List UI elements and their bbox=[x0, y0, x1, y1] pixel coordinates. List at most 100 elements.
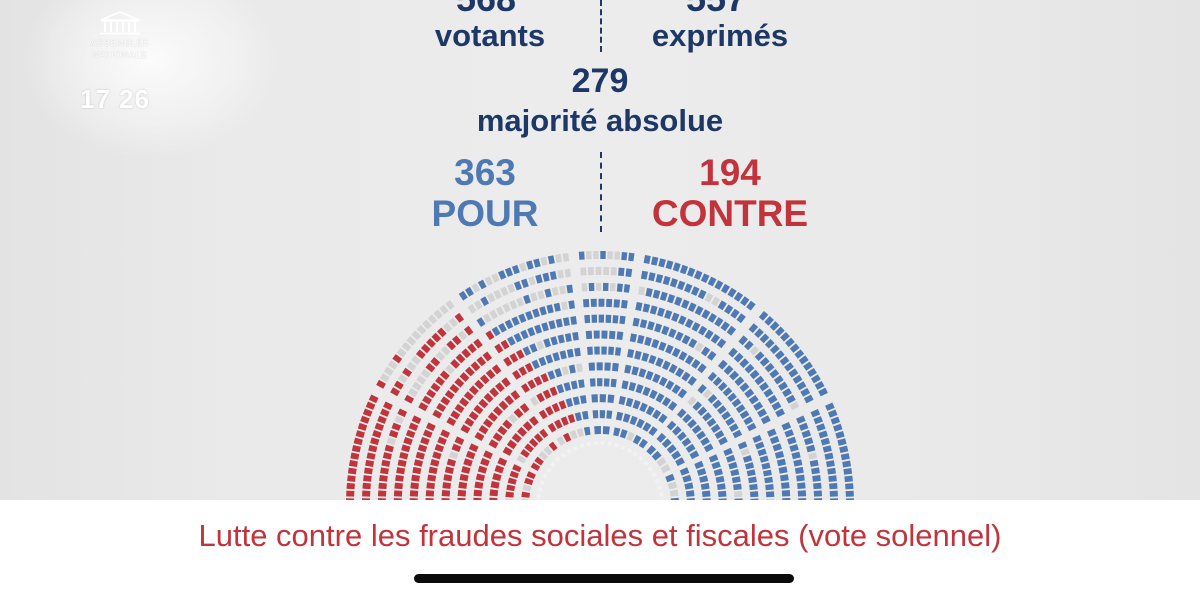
seat bbox=[700, 273, 710, 284]
seat bbox=[540, 373, 549, 383]
seat bbox=[676, 431, 687, 442]
seat bbox=[454, 312, 465, 323]
seat bbox=[401, 341, 412, 352]
seat bbox=[725, 454, 736, 463]
seat bbox=[773, 375, 784, 385]
seat bbox=[490, 481, 500, 489]
seat bbox=[791, 451, 801, 460]
exprimes-label: exprimés bbox=[651, 18, 789, 53]
seat bbox=[700, 482, 710, 490]
seat bbox=[474, 431, 485, 441]
seat bbox=[763, 388, 774, 398]
seat bbox=[640, 270, 649, 280]
seat bbox=[540, 256, 548, 266]
seat bbox=[637, 334, 645, 345]
seat bbox=[416, 325, 427, 335]
seat bbox=[748, 323, 759, 334]
clock: 17 26 bbox=[80, 84, 151, 114]
seat bbox=[545, 354, 554, 364]
seat bbox=[380, 408, 390, 417]
seat bbox=[483, 418, 493, 429]
seat bbox=[502, 302, 511, 313]
seat bbox=[439, 304, 449, 315]
seat bbox=[416, 375, 427, 385]
seat bbox=[727, 287, 737, 298]
seat bbox=[347, 475, 356, 482]
seat bbox=[766, 428, 777, 438]
seat bbox=[463, 458, 473, 467]
seat bbox=[583, 426, 591, 436]
seat bbox=[491, 273, 500, 283]
seat bbox=[662, 360, 671, 371]
seat bbox=[470, 361, 481, 372]
seat bbox=[748, 394, 759, 405]
seat bbox=[464, 286, 474, 297]
seat bbox=[459, 473, 469, 482]
seat bbox=[425, 362, 436, 373]
seat bbox=[454, 403, 465, 414]
seat bbox=[785, 337, 795, 348]
seat bbox=[525, 310, 534, 321]
seat bbox=[379, 474, 388, 482]
seat bbox=[748, 476, 757, 484]
seat bbox=[440, 345, 451, 356]
seat bbox=[377, 415, 387, 424]
seat bbox=[707, 313, 717, 323]
seat bbox=[726, 325, 737, 336]
seat bbox=[420, 343, 431, 354]
seat bbox=[700, 437, 710, 446]
seat bbox=[674, 296, 683, 307]
seat bbox=[652, 289, 661, 299]
seat bbox=[436, 402, 447, 413]
seat bbox=[667, 481, 678, 490]
seat bbox=[728, 347, 738, 358]
seat bbox=[515, 349, 525, 360]
seat bbox=[548, 320, 556, 330]
seat bbox=[406, 361, 417, 371]
home-indicator[interactable] bbox=[414, 574, 794, 583]
seat bbox=[576, 363, 583, 373]
seat bbox=[784, 362, 794, 372]
seat bbox=[666, 444, 677, 454]
seat bbox=[404, 394, 415, 404]
seat bbox=[516, 297, 525, 307]
seat bbox=[402, 367, 413, 378]
seat bbox=[489, 387, 500, 398]
seat bbox=[376, 379, 386, 389]
seat bbox=[812, 474, 821, 482]
seat bbox=[478, 425, 489, 435]
seat bbox=[774, 450, 785, 459]
majority-label: majorité absolue bbox=[476, 103, 724, 138]
seat bbox=[512, 464, 522, 473]
seat bbox=[531, 359, 540, 370]
seat bbox=[549, 271, 557, 281]
seat bbox=[483, 392, 494, 403]
seat bbox=[411, 355, 421, 365]
seat bbox=[634, 350, 642, 360]
seat bbox=[511, 316, 520, 326]
seat bbox=[629, 333, 637, 343]
seat bbox=[355, 430, 365, 438]
seat bbox=[794, 349, 805, 359]
seat bbox=[643, 255, 651, 264]
seat bbox=[626, 349, 635, 359]
seat bbox=[733, 352, 744, 363]
seat bbox=[418, 402, 429, 412]
seat bbox=[793, 459, 803, 467]
assemblee-building-icon bbox=[100, 11, 140, 35]
seat bbox=[757, 448, 767, 457]
seat bbox=[710, 333, 721, 344]
seat bbox=[524, 443, 534, 453]
seat bbox=[530, 292, 538, 302]
seat bbox=[704, 292, 714, 303]
seat bbox=[506, 484, 516, 492]
seat bbox=[538, 409, 548, 420]
seat bbox=[513, 281, 523, 291]
seat bbox=[701, 309, 711, 320]
seat bbox=[552, 352, 560, 362]
seat bbox=[451, 443, 462, 453]
seat bbox=[362, 408, 373, 417]
seat bbox=[657, 307, 665, 317]
seat bbox=[544, 288, 552, 298]
seat bbox=[534, 456, 544, 466]
